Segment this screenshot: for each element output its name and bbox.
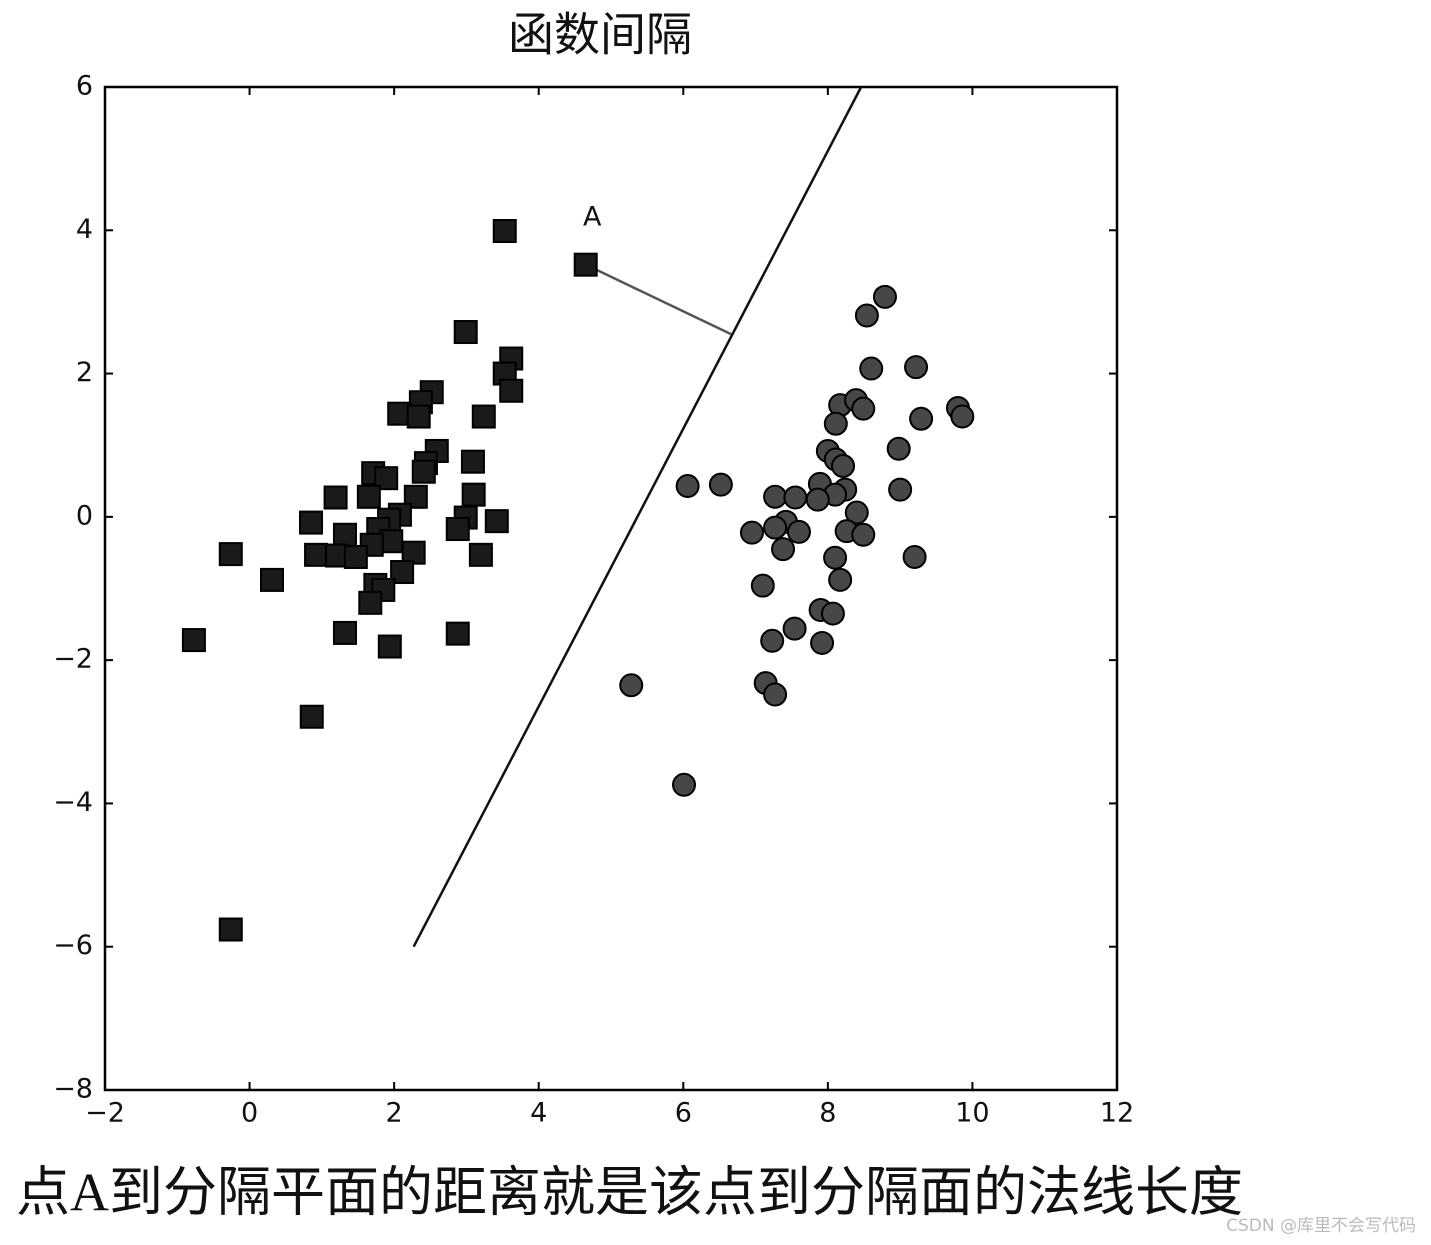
x-tick-label: 10 — [955, 1098, 989, 1129]
square-point — [259, 567, 284, 592]
x-tick-label: 4 — [530, 1098, 547, 1129]
square-point — [484, 509, 509, 534]
square-point — [445, 517, 470, 542]
circle-point — [763, 682, 788, 707]
circle-point — [909, 406, 934, 431]
circle-point — [854, 303, 879, 328]
square-point — [468, 542, 493, 567]
circle-point — [831, 453, 856, 478]
circle-point — [708, 472, 733, 497]
square-point — [374, 466, 399, 491]
square-point — [471, 404, 496, 429]
circle-point — [739, 520, 764, 545]
square-point — [299, 704, 324, 729]
x-tick-label: 0 — [241, 1098, 258, 1129]
circle-point — [782, 616, 807, 641]
circle-point — [886, 436, 911, 461]
circle-point — [902, 544, 927, 569]
y-tick-label: 2 — [76, 357, 93, 388]
square-point — [411, 459, 436, 484]
square-point — [332, 620, 357, 645]
y-tick-label: −4 — [53, 787, 93, 818]
circle-point — [763, 484, 788, 509]
circle-point — [823, 411, 848, 436]
square-point — [218, 917, 243, 942]
circle-point — [783, 485, 808, 510]
square-point — [356, 484, 381, 509]
circle-point — [888, 477, 913, 502]
line — [412, 86, 863, 948]
caption: 点A到分隔平面的距离就是该点到分隔面的法线长度 — [16, 1162, 1243, 1222]
x-tick-label: 12 — [1100, 1098, 1134, 1129]
square-point — [299, 510, 324, 535]
circle-point — [771, 537, 796, 562]
circle-point — [950, 404, 975, 429]
square-point — [218, 542, 243, 567]
y-tick-label: 6 — [76, 71, 93, 102]
square-point — [460, 449, 485, 474]
square-point — [304, 542, 329, 567]
square-point — [492, 219, 517, 244]
circle-point — [786, 519, 811, 544]
square-point — [323, 485, 348, 510]
circle-point — [760, 628, 785, 653]
circle-point — [672, 772, 697, 797]
square-point — [390, 560, 415, 585]
circle-point — [810, 630, 835, 655]
square-point — [377, 634, 402, 659]
circle-point — [763, 515, 788, 540]
circle-point — [619, 673, 644, 698]
y-tick-label: 0 — [76, 500, 93, 531]
circle-point — [904, 355, 929, 380]
plot-frame — [103, 85, 1119, 1092]
circle-point — [823, 545, 848, 570]
square-point — [461, 482, 486, 507]
square-point — [406, 404, 431, 429]
x-tick-label: 2 — [386, 1098, 403, 1129]
square-point — [358, 590, 383, 615]
circle-point — [750, 573, 775, 598]
annotation: A — [583, 202, 602, 233]
line — [585, 263, 732, 336]
square-point — [332, 522, 357, 547]
x-tick-label: 6 — [675, 1098, 692, 1129]
x-tick-label: −2 — [85, 1098, 125, 1129]
square-point — [403, 484, 428, 509]
circle-point — [851, 522, 876, 547]
square-point — [445, 621, 470, 646]
y-tick-label: −6 — [53, 930, 93, 961]
chart-title: 函数间隔 — [508, 10, 692, 61]
circle-point — [851, 396, 876, 421]
square-point — [181, 628, 206, 653]
circle-point — [859, 356, 884, 381]
circle-point — [675, 474, 700, 499]
square-point — [453, 320, 478, 345]
circle-point — [820, 601, 845, 626]
x-tick-label: 8 — [819, 1098, 836, 1129]
circle-point — [805, 487, 830, 512]
square-point — [343, 544, 368, 569]
square-point — [573, 252, 598, 277]
y-tick-label: −2 — [53, 644, 93, 675]
circle-point — [828, 567, 853, 592]
circle-point — [872, 284, 897, 309]
watermark: CSDN @库里不会写代码 — [1226, 1216, 1416, 1236]
y-tick-label: −8 — [53, 1074, 93, 1105]
circle-point — [844, 500, 869, 525]
y-tick-label: 4 — [76, 214, 93, 245]
square-point — [499, 378, 524, 403]
